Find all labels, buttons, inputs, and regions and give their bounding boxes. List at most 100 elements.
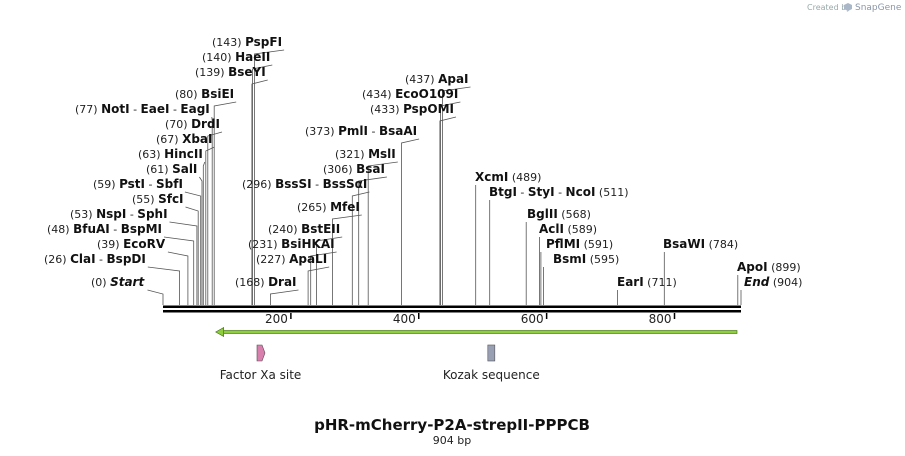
enzyme-label[interactable]: (296) BssSI - BssSαI bbox=[242, 177, 367, 191]
enzyme-label[interactable]: (265) MfeI bbox=[297, 200, 360, 214]
enzyme-row[interactable]: BtgI - StyI - NcoI (511) bbox=[489, 185, 629, 199]
enzyme-label[interactable]: (434) EcoO109I bbox=[362, 87, 458, 101]
enzyme-label[interactable]: BsmI (595) bbox=[553, 252, 619, 266]
enzyme-label[interactable]: BglII (568) bbox=[527, 207, 591, 221]
enzyme-row[interactable]: (321) MslI bbox=[335, 147, 396, 161]
enzyme-row[interactable]: (61) SalI bbox=[146, 162, 197, 176]
enzyme-label[interactable]: (306) BsaI bbox=[323, 162, 385, 176]
enzyme-label[interactable]: (140) HaeII bbox=[202, 50, 270, 64]
enzyme-row[interactable]: (67) XbaI bbox=[156, 132, 212, 146]
orf-body[interactable] bbox=[219, 330, 738, 334]
cut-position: (80) bbox=[175, 88, 201, 101]
enzyme-row[interactable]: BglII (568) bbox=[527, 207, 591, 221]
enzyme-label[interactable]: (437) ApaI bbox=[405, 72, 469, 86]
enzyme-label[interactable]: (139) BseYI bbox=[195, 65, 266, 79]
enzyme-row[interactable]: (139) BseYI bbox=[195, 65, 266, 79]
enzyme-row[interactable]: (26) ClaI - BspDI bbox=[44, 252, 146, 266]
enzyme-row[interactable]: (0) Start bbox=[91, 275, 145, 289]
enzyme-label[interactable]: (59) PstI - SbfI bbox=[93, 177, 183, 191]
feature-glyph[interactable] bbox=[256, 344, 266, 362]
enzyme-row[interactable]: EarI (711) bbox=[617, 275, 677, 289]
enzyme-label[interactable]: (26) ClaI - BspDI bbox=[44, 252, 146, 266]
enzyme-row[interactable]: (231) BsiHKAI bbox=[248, 237, 335, 251]
enzyme-label[interactable]: (63) HincII bbox=[138, 147, 203, 161]
enzyme-row[interactable]: (63) HincII bbox=[138, 147, 203, 161]
enzyme-row[interactable]: (437) ApaI bbox=[405, 72, 469, 86]
enzyme-row[interactable]: (55) SfcI bbox=[132, 192, 184, 206]
enzyme-row[interactable]: (373) PmlI - BsaAI bbox=[305, 124, 417, 138]
enzyme-name: EcoO109I bbox=[395, 87, 458, 101]
enzyme-row[interactable]: AclI (589) bbox=[539, 222, 597, 236]
enzyme-row[interactable]: BsmI (595) bbox=[553, 252, 619, 266]
enzyme-label[interactable]: BtgI - StyI - NcoI (511) bbox=[489, 185, 629, 199]
enzyme-row[interactable]: (434) EcoO109I bbox=[362, 87, 458, 101]
enzyme-label[interactable]: (48) BfuAI - BspMI bbox=[47, 222, 162, 236]
enzyme-label[interactable]: (143) PspFI bbox=[212, 35, 282, 49]
cut-position: (899) bbox=[768, 261, 801, 274]
enzyme-label[interactable]: (227) ApaLI bbox=[256, 252, 327, 266]
enzyme-label[interactable]: End (904) bbox=[744, 275, 802, 289]
enzyme-label[interactable]: (55) SfcI bbox=[132, 192, 184, 206]
enzyme-name: BsaAI bbox=[379, 124, 417, 138]
cut-position: (373) bbox=[305, 125, 338, 138]
feature-glyph[interactable] bbox=[487, 344, 496, 362]
enzyme-row[interactable]: End (904) bbox=[744, 275, 802, 289]
orf-arrow[interactable] bbox=[215, 326, 738, 338]
cut-position: (139) bbox=[195, 66, 228, 79]
enzyme-label[interactable]: (67) XbaI bbox=[156, 132, 212, 146]
enzyme-label[interactable]: (61) SalI bbox=[146, 162, 197, 176]
map-length: 904 bp bbox=[433, 434, 471, 447]
enzyme-row[interactable]: (53) NspI - SphI bbox=[70, 207, 168, 221]
enzyme-row[interactable]: (306) BsaI bbox=[323, 162, 385, 176]
enzyme-row[interactable]: XcmI (489) bbox=[475, 170, 541, 184]
enzyme-label[interactable]: ApoI (899) bbox=[737, 260, 801, 274]
enzyme-label[interactable]: EarI (711) bbox=[617, 275, 677, 289]
enzyme-label[interactable]: XcmI (489) bbox=[475, 170, 541, 184]
enzyme-label[interactable]: (433) PspOMI bbox=[370, 102, 454, 116]
cut-position: (568) bbox=[558, 208, 591, 221]
enzyme-label[interactable]: (0) Start bbox=[91, 275, 145, 289]
enzyme-name: BspDI bbox=[107, 252, 146, 266]
enzyme-row[interactable]: (140) HaeII bbox=[202, 50, 270, 64]
enzyme-label[interactable]: (373) PmlI - BsaAI bbox=[305, 124, 417, 138]
enzyme-label[interactable]: (80) BsiEI bbox=[175, 87, 234, 101]
enzyme-row[interactable]: (70) DrdI bbox=[165, 117, 220, 131]
enzyme-row[interactable]: BsaWI (784) bbox=[663, 237, 738, 251]
enzyme-name: BsiHKAI bbox=[281, 237, 335, 251]
enzyme-label[interactable]: (231) BsiHKAI bbox=[248, 237, 335, 251]
enzyme-row[interactable]: ApoI (899) bbox=[737, 260, 801, 274]
enzyme-label[interactable]: (53) NspI - SphI bbox=[70, 207, 168, 221]
cut-position: (784) bbox=[705, 238, 738, 251]
feature[interactable]: Factor Xa site bbox=[220, 344, 302, 382]
enzyme-row[interactable]: (48) BfuAI - BspMI bbox=[47, 222, 162, 236]
enzyme-row[interactable]: (39) EcoRV bbox=[97, 237, 166, 251]
enzyme-row[interactable]: (227) ApaLI bbox=[256, 252, 327, 266]
enzyme-label[interactable]: (240) BstEII bbox=[268, 222, 340, 236]
enzyme-row[interactable]: (433) PspOMI bbox=[370, 102, 454, 116]
tick-label: 600 bbox=[521, 312, 544, 326]
cut-site-leader bbox=[205, 146, 215, 305]
enzyme-row[interactable]: (80) BsiEI bbox=[175, 87, 234, 101]
enzyme-row[interactable]: PflMI (591) bbox=[546, 237, 613, 251]
enzyme-row[interactable]: (77) NotI - EaeI - EagI bbox=[75, 102, 210, 116]
enzyme-label[interactable]: AclI (589) bbox=[539, 222, 597, 236]
enzyme-label[interactable]: (77) NotI - EaeI - EagI bbox=[75, 102, 210, 116]
cut-position: (77) bbox=[75, 103, 101, 116]
enzyme-label[interactable]: (39) EcoRV bbox=[97, 237, 166, 251]
enzyme-label[interactable]: BsaWI (784) bbox=[663, 237, 738, 251]
tick-label: 200 bbox=[265, 312, 288, 326]
cut-position: (306) bbox=[323, 163, 356, 176]
enzyme-label[interactable]: (70) DrdI bbox=[165, 117, 220, 131]
enzyme-row[interactable]: (143) PspFI bbox=[212, 35, 282, 49]
orf-arrowhead[interactable] bbox=[215, 326, 225, 338]
cut-site-leader bbox=[163, 236, 195, 305]
enzyme-row[interactable]: (168) DraI bbox=[235, 275, 297, 289]
enzyme-row[interactable]: (59) PstI - SbfI bbox=[93, 177, 183, 191]
enzyme-label[interactable]: PflMI (591) bbox=[546, 237, 613, 251]
enzyme-label[interactable]: (168) DraI bbox=[235, 275, 297, 289]
enzyme-row[interactable]: (296) BssSI - BssSαI bbox=[242, 177, 367, 191]
enzyme-row[interactable]: (240) BstEII bbox=[268, 222, 340, 236]
feature[interactable]: Kozak sequence bbox=[443, 344, 540, 382]
enzyme-label[interactable]: (321) MslI bbox=[335, 147, 396, 161]
enzyme-row[interactable]: (265) MfeI bbox=[297, 200, 360, 214]
